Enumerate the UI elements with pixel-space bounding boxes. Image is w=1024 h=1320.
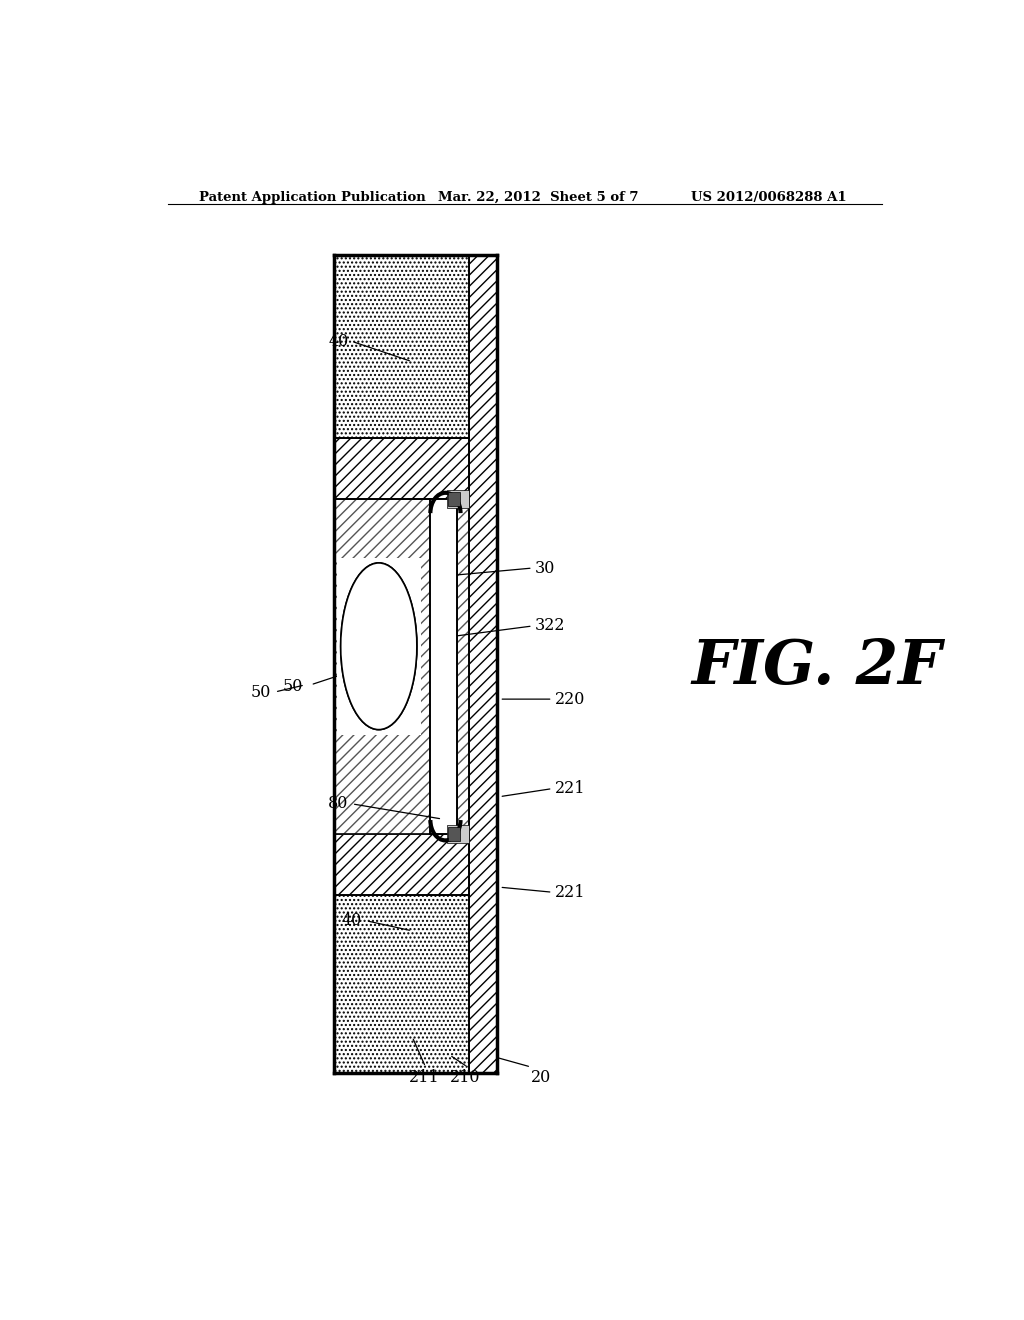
Text: Mar. 22, 2012  Sheet 5 of 7: Mar. 22, 2012 Sheet 5 of 7 (437, 191, 638, 203)
Bar (447, 492, 460, 506)
Text: 220: 220 (555, 690, 586, 708)
Bar (458, 499, 469, 834)
Text: 20: 20 (531, 1069, 551, 1086)
Text: 322: 322 (536, 618, 565, 635)
Bar (447, 825, 469, 843)
Text: 80: 80 (329, 796, 348, 812)
Text: FIG. 2F: FIG. 2F (691, 636, 942, 697)
Ellipse shape (341, 562, 417, 730)
Text: 221: 221 (555, 884, 586, 900)
Bar (469, 255, 497, 1073)
Bar (334, 255, 469, 438)
Text: 30: 30 (536, 560, 555, 577)
Text: 210: 210 (450, 1069, 480, 1086)
Bar (334, 499, 469, 834)
Text: 50: 50 (283, 678, 303, 696)
Bar (447, 490, 469, 508)
Ellipse shape (341, 562, 417, 730)
Ellipse shape (341, 562, 417, 730)
Text: 221: 221 (555, 780, 586, 797)
Text: Patent Application Publication: Patent Application Publication (200, 191, 426, 203)
Bar (334, 834, 469, 895)
Bar (334, 895, 469, 1073)
Text: 40: 40 (329, 333, 348, 350)
Text: 40: 40 (342, 912, 362, 929)
Bar (430, 499, 458, 834)
Bar (337, 558, 421, 735)
Text: 50: 50 (251, 684, 270, 701)
Bar (334, 438, 469, 499)
Bar (334, 499, 430, 834)
Text: 211: 211 (409, 1069, 439, 1086)
Text: US 2012/0068288 A1: US 2012/0068288 A1 (691, 191, 847, 203)
Bar (447, 828, 460, 841)
